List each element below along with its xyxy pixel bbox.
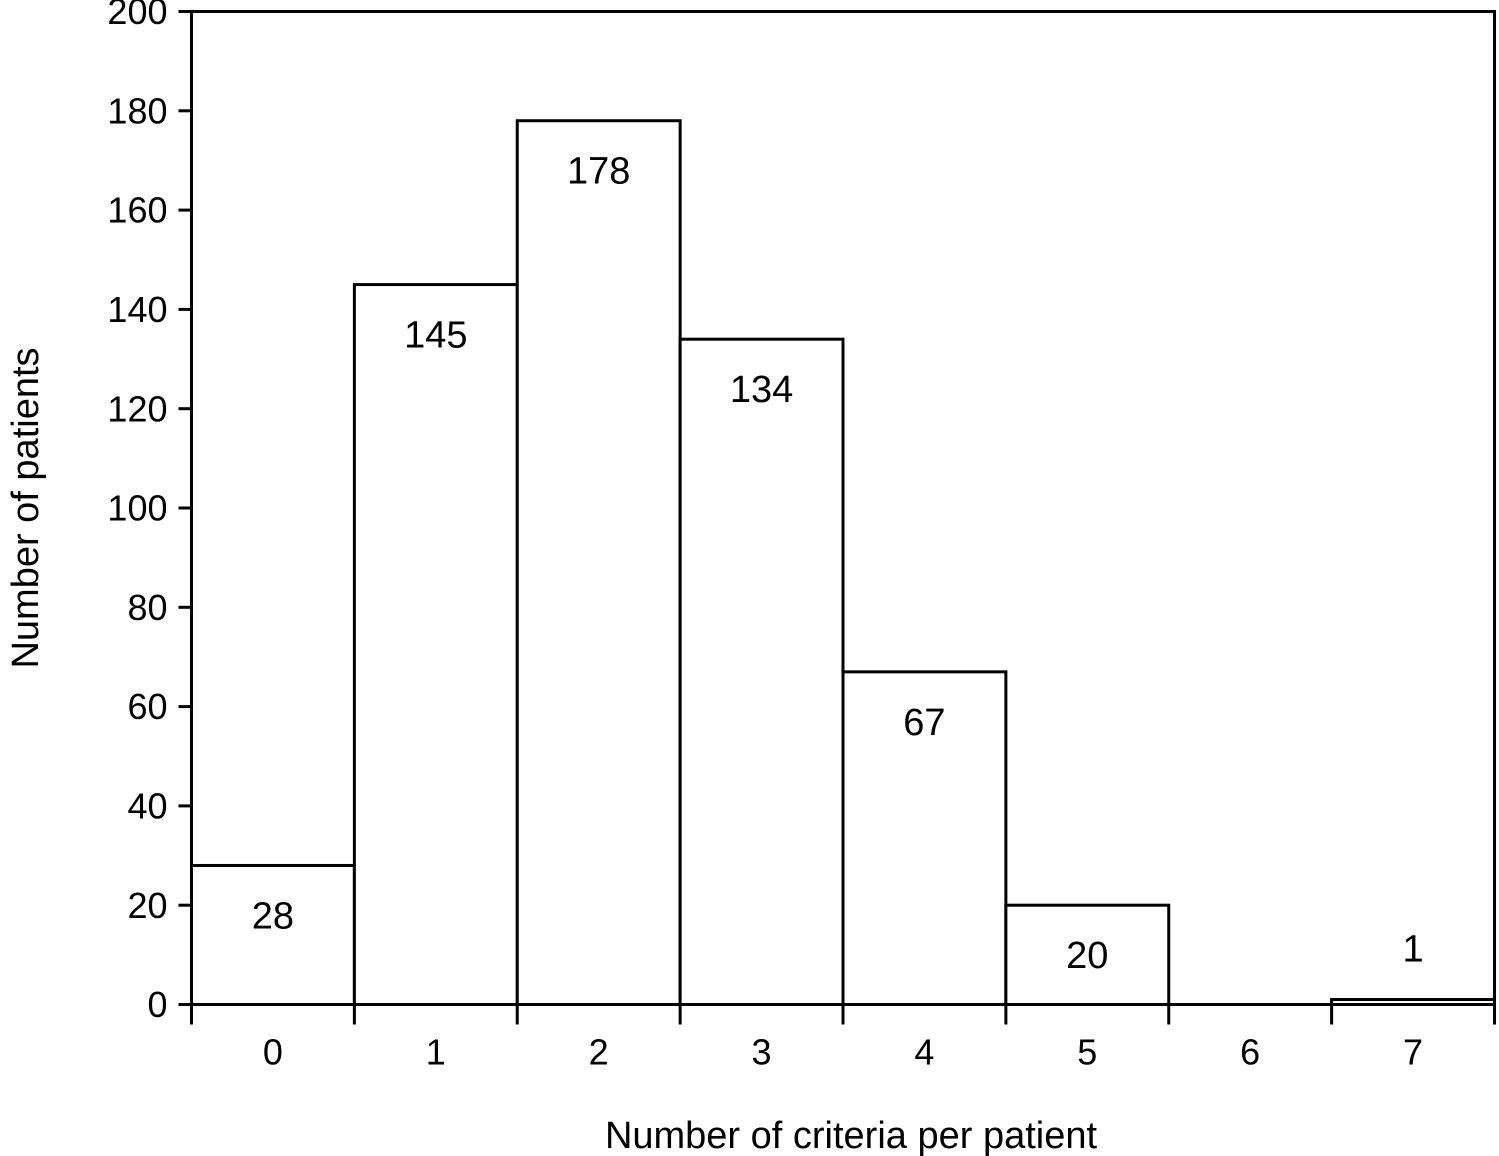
ticks-group — [178, 10, 1496, 1025]
y-tick-label-0: 0 — [147, 984, 167, 1025]
y-tick-label-80: 80 — [127, 587, 167, 628]
bar-1 — [352, 283, 519, 1006]
data-labels-group: 28 145 178 134 67 20 1 — [252, 151, 1424, 977]
y-tick-label-100: 100 — [107, 488, 167, 529]
x-cat-label-0: 0 — [263, 1032, 283, 1073]
y-tick-label-180: 180 — [107, 90, 167, 131]
x-cat-label-3: 3 — [752, 1032, 772, 1073]
x-cat-label-5: 5 — [1077, 1032, 1097, 1073]
y-tick-label-60: 60 — [127, 686, 167, 727]
data-label-1: 145 — [404, 315, 467, 357]
y-tick-label-200: 200 — [107, 0, 167, 32]
x-cat-label-2: 2 — [589, 1032, 609, 1073]
bar-4 — [841, 670, 1008, 1006]
x-axis-title: Number of criteria per patient — [605, 1115, 1098, 1156]
bars-group — [190, 119, 1496, 1007]
x-cat-label-6: 6 — [1240, 1032, 1260, 1073]
data-label-3: 134 — [730, 369, 793, 411]
data-label-7: 1 — [1402, 929, 1423, 971]
x-cat-label-4: 4 — [914, 1032, 934, 1073]
y-tick-label-120: 120 — [107, 388, 167, 429]
y-tick-label-20: 20 — [127, 885, 167, 926]
y-tick-label-40: 40 — [127, 786, 167, 827]
y-tick-label-160: 160 — [107, 190, 167, 231]
data-label-2: 178 — [567, 151, 630, 193]
data-label-5: 20 — [1066, 935, 1108, 977]
bar-2 — [515, 119, 682, 1007]
bar-3 — [678, 337, 845, 1006]
x-cat-label-7: 7 — [1403, 1032, 1423, 1073]
data-label-4: 67 — [903, 702, 945, 744]
data-label-0: 28 — [252, 895, 294, 937]
x-cat-label-1: 1 — [426, 1032, 446, 1073]
bar-0 — [190, 863, 356, 1006]
y-axis-title: Number of patients — [5, 347, 47, 668]
y-tick-label-140: 140 — [107, 289, 167, 330]
